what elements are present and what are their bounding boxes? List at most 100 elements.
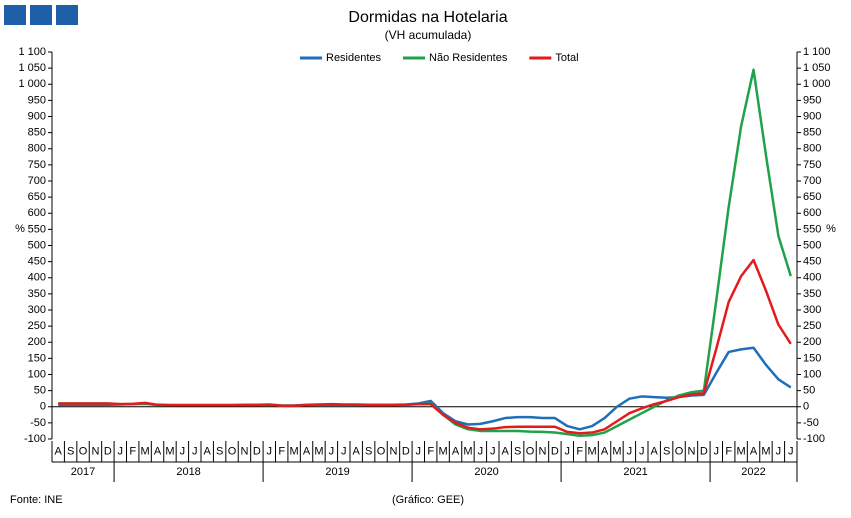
y-tick-label: -100	[803, 433, 825, 445]
year-label: 2022	[741, 466, 765, 478]
chart-subtitle: (VH acumulada)	[385, 28, 472, 42]
x-tick-label: N	[687, 445, 695, 457]
x-tick-label: M	[612, 445, 621, 457]
y-tick-label: 400	[28, 272, 46, 284]
y-tick-label: -100	[24, 433, 46, 445]
x-tick-label: F	[725, 445, 732, 457]
x-tick-label: A	[55, 445, 63, 457]
y-tick-label: 200	[28, 336, 46, 348]
y-tick-label: 200	[803, 336, 821, 348]
y-tick-label: 700	[28, 175, 46, 187]
x-tick-label: A	[651, 445, 659, 457]
x-tick-label: S	[67, 445, 74, 457]
x-tick-label: A	[502, 445, 510, 457]
x-tick-label: M	[314, 445, 323, 457]
y-tick-label: 450	[803, 256, 821, 268]
year-label: 2019	[325, 466, 349, 478]
y-axis-label: %	[15, 223, 25, 235]
x-tick-label: F	[278, 445, 285, 457]
x-tick-label: J	[180, 445, 186, 457]
x-tick-label: S	[216, 445, 223, 457]
x-tick-label: J	[118, 445, 124, 457]
x-tick-label: J	[714, 445, 720, 457]
y-tick-label: 0	[803, 401, 809, 413]
x-tick-label: S	[514, 445, 521, 457]
x-tick-label: F	[129, 445, 136, 457]
x-tick-label: J	[267, 445, 273, 457]
y-tick-label: 600	[803, 207, 821, 219]
x-tick-label: J	[329, 445, 335, 457]
x-tick-label: N	[91, 445, 99, 457]
y-tick-label: 100	[803, 368, 821, 380]
y-tick-label: 1 000	[18, 78, 46, 90]
x-tick-label: O	[79, 445, 88, 457]
x-tick-label: J	[490, 445, 496, 457]
y-tick-label: 50	[34, 385, 46, 397]
x-tick-label: N	[240, 445, 248, 457]
y-tick-label: -50	[803, 417, 819, 429]
x-tick-label: A	[204, 445, 212, 457]
y-tick-label: 1 100	[803, 46, 831, 58]
y-tick-label: 900	[28, 110, 46, 122]
legend-label: Residentes	[326, 52, 382, 64]
x-tick-label: A	[601, 445, 609, 457]
x-tick-label: A	[353, 445, 361, 457]
x-tick-label: M	[141, 445, 150, 457]
x-tick-label: N	[389, 445, 397, 457]
x-tick-label: D	[700, 445, 708, 457]
x-tick-label: D	[402, 445, 410, 457]
x-tick-label: J	[627, 445, 633, 457]
series-line	[58, 258, 792, 435]
x-tick-label: J	[639, 445, 645, 457]
x-tick-label: A	[452, 445, 460, 457]
y-tick-label: 350	[28, 288, 46, 300]
logo-square	[56, 5, 78, 25]
y-tick-label: 150	[803, 352, 821, 364]
year-label: 2021	[623, 466, 647, 478]
y-tick-label: 600	[28, 207, 46, 219]
series-line	[58, 68, 792, 438]
y-tick-label: 550	[803, 223, 821, 235]
x-tick-label: D	[253, 445, 261, 457]
x-tick-label: M	[165, 445, 174, 457]
y-tick-label: 700	[803, 175, 821, 187]
x-tick-label: J	[478, 445, 484, 457]
y-tick-label: 300	[28, 304, 46, 316]
x-tick-label: M	[290, 445, 299, 457]
x-tick-label: N	[538, 445, 546, 457]
y-tick-label: 1 050	[803, 62, 831, 74]
y-tick-label: 300	[803, 304, 821, 316]
y-tick-label: 800	[803, 143, 821, 155]
y-tick-label: 950	[28, 94, 46, 106]
y-tick-label: 150	[28, 352, 46, 364]
x-tick-label: O	[377, 445, 386, 457]
x-tick-label: J	[416, 445, 422, 457]
y-tick-label: 1 050	[18, 62, 46, 74]
y-tick-label: 800	[28, 143, 46, 155]
y-tick-label: 50	[803, 385, 815, 397]
y-tick-label: 650	[28, 191, 46, 203]
x-tick-label: S	[663, 445, 670, 457]
y-tick-label: 950	[803, 94, 821, 106]
y-tick-label: 350	[803, 288, 821, 300]
y-tick-label: 900	[803, 110, 821, 122]
y-tick-label: 650	[803, 191, 821, 203]
x-tick-label: J	[788, 445, 794, 457]
x-tick-label: O	[675, 445, 684, 457]
y-tick-label: 500	[28, 239, 46, 251]
logo-square	[4, 5, 26, 25]
x-tick-label: M	[761, 445, 770, 457]
x-tick-label: D	[104, 445, 112, 457]
y-tick-label: 0	[40, 401, 46, 413]
x-tick-label: M	[588, 445, 597, 457]
x-tick-label: J	[192, 445, 198, 457]
y-tick-label: 450	[28, 256, 46, 268]
credit: (Gráfico: GEE)	[392, 494, 464, 506]
x-tick-label: J	[565, 445, 571, 457]
series-line	[58, 346, 792, 431]
x-tick-label: F	[576, 445, 583, 457]
year-label: 2020	[474, 466, 498, 478]
x-tick-label: A	[154, 445, 162, 457]
y-tick-label: -50	[30, 417, 46, 429]
chart-title: Dormidas na Hotelaria	[348, 9, 507, 26]
